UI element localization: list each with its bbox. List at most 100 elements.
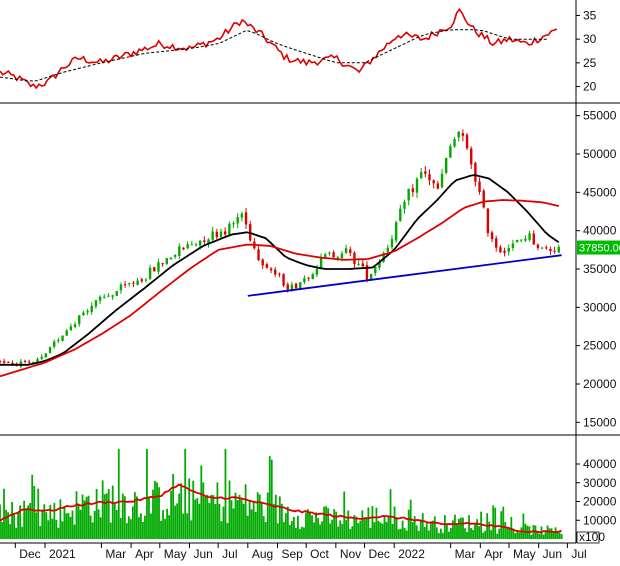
volume-bar	[367, 507, 370, 539]
candle-body	[61, 335, 64, 341]
volume-bar	[196, 497, 199, 539]
candle-body	[115, 291, 118, 296]
volume-bar	[25, 509, 28, 539]
volume-bar	[512, 528, 515, 539]
candle-up	[344, 244, 348, 254]
volume-bar	[560, 534, 563, 539]
candle-body	[353, 252, 356, 265]
volume-bar	[379, 522, 382, 539]
candle-up	[511, 239, 515, 251]
volume-bar	[393, 506, 396, 539]
volume-bar	[152, 489, 154, 539]
x-tick-label: May	[164, 547, 187, 561]
volume-bar	[280, 503, 283, 539]
volume-bar	[327, 508, 330, 539]
volume-bar	[264, 522, 267, 539]
candle-up	[98, 295, 102, 305]
volume-bar	[41, 509, 44, 539]
candle-body	[315, 268, 319, 275]
candle-up	[457, 131, 460, 142]
volume-bar	[427, 530, 430, 539]
candle-up	[61, 335, 64, 342]
volume-bar	[53, 503, 56, 539]
candle-up	[48, 346, 52, 354]
x-tick-label: Apr	[484, 547, 503, 561]
indicator-panel	[0, 7, 558, 90]
volume-bar	[39, 525, 42, 539]
moving-average-short	[0, 174, 560, 366]
volume-bar	[174, 505, 177, 539]
price-y-tick-label: 55000	[583, 109, 617, 123]
volume-bar	[411, 522, 414, 539]
candle-body	[186, 244, 189, 249]
candle-down	[482, 188, 485, 209]
candle-body	[23, 360, 27, 362]
candle-body	[507, 247, 510, 252]
candle-down	[257, 245, 260, 261]
volume-bar	[272, 503, 275, 539]
candle-up	[144, 277, 148, 283]
volume-bar	[115, 509, 118, 539]
candle-body	[2, 361, 6, 363]
candle-body	[303, 278, 306, 283]
volume-bar	[295, 527, 297, 539]
volume-bar	[464, 528, 466, 539]
volume-bar	[299, 529, 301, 539]
candle-body	[111, 295, 114, 297]
candle-body	[0, 361, 2, 363]
volume-bar	[101, 480, 104, 539]
volume-bar	[558, 532, 561, 539]
volume-bar	[186, 513, 189, 539]
candle-body	[57, 340, 60, 342]
volume-bar	[419, 519, 422, 539]
volume-bar	[520, 527, 523, 539]
volume-bar	[343, 491, 346, 539]
candle-up	[390, 235, 394, 250]
candle-up	[319, 253, 323, 270]
candle-body	[394, 222, 398, 241]
candle-up	[328, 251, 331, 256]
volume-bar	[212, 495, 215, 539]
candle-body	[48, 347, 52, 353]
candle-body	[503, 250, 506, 254]
volume-bar	[87, 495, 90, 539]
candle-down	[269, 267, 273, 274]
candle-body	[432, 180, 435, 184]
candle-up	[453, 136, 456, 148]
volume-bar	[546, 525, 549, 539]
volume-bar	[550, 528, 553, 539]
price-y-tick-label: 40000	[583, 224, 617, 238]
candle-body	[386, 247, 390, 252]
candle-down	[545, 245, 548, 250]
candle-body	[428, 174, 431, 181]
candle-body	[240, 213, 244, 218]
candle-down	[282, 273, 285, 288]
volume-bar	[59, 499, 62, 539]
candle-down	[490, 230, 494, 243]
volume-bar	[290, 521, 293, 539]
candle-up	[415, 177, 419, 198]
volume-bar	[234, 492, 237, 539]
volume-bar	[323, 506, 326, 539]
volume-bar	[135, 496, 138, 539]
candle-down	[153, 266, 156, 272]
volume-bar	[262, 516, 265, 539]
volume-bar	[5, 509, 7, 539]
volume-bar	[468, 515, 470, 539]
candle-body	[198, 240, 202, 246]
candle-body	[140, 279, 143, 282]
volume-bar	[288, 524, 291, 539]
candle-down	[161, 262, 164, 267]
volume-bar	[401, 520, 404, 539]
support-trendline	[247, 254, 562, 297]
volume-bar	[194, 499, 197, 539]
volume-unit-text: x100	[579, 530, 605, 544]
candle-down	[140, 277, 143, 283]
candle-down	[495, 235, 498, 252]
volume-bar	[355, 516, 358, 539]
candle-up	[444, 157, 448, 175]
volume-bar	[236, 500, 239, 539]
candle-down	[332, 250, 335, 260]
candle-down	[349, 246, 352, 257]
